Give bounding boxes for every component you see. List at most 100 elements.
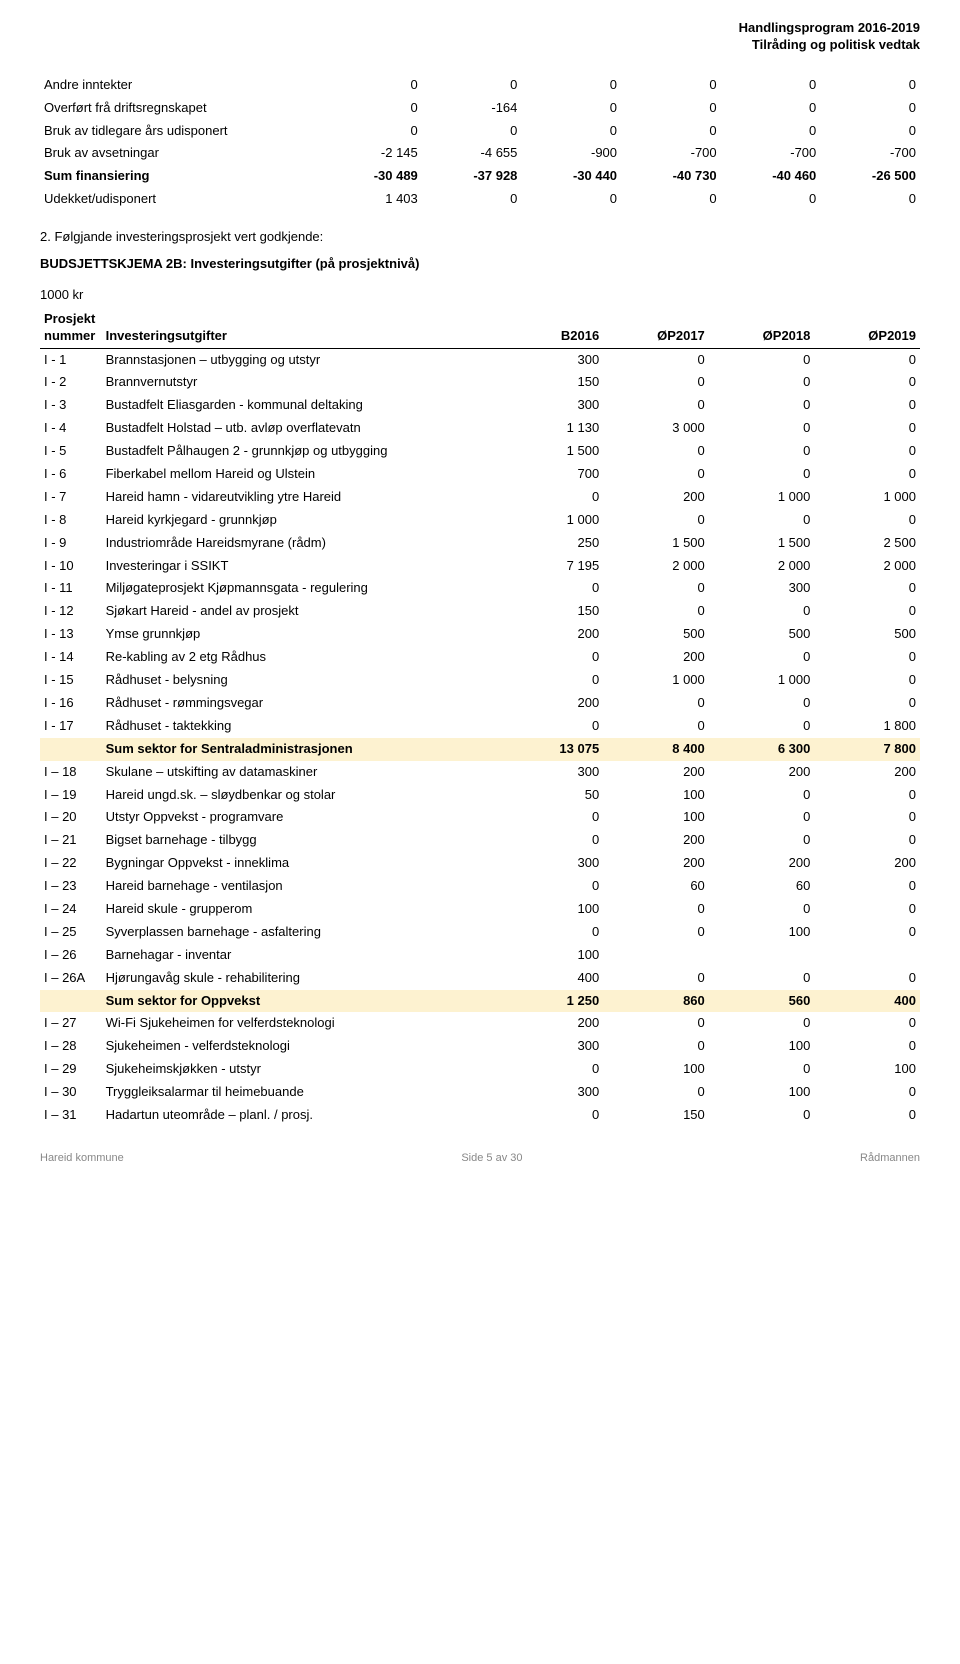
project-desc: Rådhuset - belysning <box>102 669 498 692</box>
project-value: 0 <box>709 440 815 463</box>
project-value: 0 <box>709 715 815 738</box>
project-id: I – 18 <box>40 761 102 784</box>
col-header-b2016: B2016 <box>498 308 604 348</box>
project-value: 0 <box>603 1081 709 1104</box>
project-value: 0 <box>814 371 920 394</box>
project-value: 100 <box>603 784 709 807</box>
financing-cell: 0 <box>621 188 721 211</box>
project-id: I – 23 <box>40 875 102 898</box>
project-desc: Sjukeheimen - velferdsteknologi <box>102 1035 498 1058</box>
project-id <box>40 990 102 1013</box>
project-id: I - 17 <box>40 715 102 738</box>
project-desc: Hareid hamn - vidareutvikling ytre Harei… <box>102 486 498 509</box>
project-value: 500 <box>709 623 815 646</box>
project-value: 0 <box>709 692 815 715</box>
project-id: I - 9 <box>40 532 102 555</box>
project-desc: Hareid skule - grupperom <box>102 898 498 921</box>
section-2-heading: 2. Følgjande investeringsprosjekt vert g… <box>40 229 920 246</box>
financing-row: Andre inntekter000000 <box>40 74 920 97</box>
project-desc: Sjukeheimskjøkken - utstyr <box>102 1058 498 1081</box>
table-row: I - 12Sjøkart Hareid - andel av prosjekt… <box>40 600 920 623</box>
project-desc: Bygningar Oppvekst - inneklima <box>102 852 498 875</box>
project-value: 2 000 <box>814 555 920 578</box>
financing-cell: 0 <box>820 120 920 143</box>
financing-cell: 0 <box>422 74 522 97</box>
project-value: 0 <box>603 509 709 532</box>
project-id: I - 1 <box>40 348 102 371</box>
financing-cell: -700 <box>721 142 821 165</box>
project-value: 2 000 <box>709 555 815 578</box>
project-value: 0 <box>814 806 920 829</box>
unit-label: 1000 kr <box>40 287 920 304</box>
financing-cell: 0 <box>820 97 920 120</box>
table-row: I - 10Investeringar i SSIKT7 1952 0002 0… <box>40 555 920 578</box>
project-desc: Fiberkabel mellom Hareid og Ulstein <box>102 463 498 486</box>
project-value: 0 <box>814 967 920 990</box>
project-value: 1 000 <box>814 486 920 509</box>
project-id: I – 26 <box>40 944 102 967</box>
project-value: 0 <box>603 921 709 944</box>
table-row: I - 15Rådhuset - belysning01 0001 0000 <box>40 669 920 692</box>
project-value: 0 <box>603 394 709 417</box>
financing-cell: 0 <box>322 74 422 97</box>
project-id: I - 12 <box>40 600 102 623</box>
financing-cell: -900 <box>521 142 621 165</box>
table-row: I - 4Bustadfelt Holstad – utb. avløp ove… <box>40 417 920 440</box>
project-value: 300 <box>498 852 604 875</box>
project-id: I – 22 <box>40 852 102 875</box>
table-row: I - 16Rådhuset - rømmingsvegar200000 <box>40 692 920 715</box>
project-value: 1 000 <box>709 669 815 692</box>
project-value: 500 <box>814 623 920 646</box>
financing-row-label: Overført frå driftsregnskapet <box>40 97 322 120</box>
project-id: I - 2 <box>40 371 102 394</box>
project-value: 0 <box>814 440 920 463</box>
project-value: 0 <box>603 715 709 738</box>
header-line2: Tilråding og politisk vedtak <box>40 37 920 54</box>
project-value: 1 500 <box>709 532 815 555</box>
project-value: 0 <box>709 348 815 371</box>
financing-cell: 0 <box>322 97 422 120</box>
project-value <box>603 944 709 967</box>
financing-cell: 0 <box>721 188 821 211</box>
project-value: 0 <box>709 898 815 921</box>
project-id: I - 13 <box>40 623 102 646</box>
financing-row: Bruk av tidlegare års udisponert000000 <box>40 120 920 143</box>
project-desc: Utstyr Oppvekst - programvare <box>102 806 498 829</box>
project-value: 200 <box>709 761 815 784</box>
table-row: I - 6Fiberkabel mellom Hareid og Ulstein… <box>40 463 920 486</box>
project-id: I - 10 <box>40 555 102 578</box>
table-row: I - 17Rådhuset - taktekking0001 800 <box>40 715 920 738</box>
table-row: I – 30Tryggleiksalarmar til heimebuande3… <box>40 1081 920 1104</box>
project-value: 200 <box>603 486 709 509</box>
project-id: I - 3 <box>40 394 102 417</box>
project-desc: Investeringar i SSIKT <box>102 555 498 578</box>
project-id: I – 27 <box>40 1012 102 1035</box>
project-value: 0 <box>498 875 604 898</box>
project-id: I - 16 <box>40 692 102 715</box>
financing-cell: 0 <box>322 120 422 143</box>
project-value: 7 800 <box>814 738 920 761</box>
financing-row-label: Bruk av avsetningar <box>40 142 322 165</box>
project-value: 0 <box>498 1058 604 1081</box>
project-value: 0 <box>603 577 709 600</box>
project-value: 100 <box>814 1058 920 1081</box>
table-row: I - 5Bustadfelt Pålhaugen 2 - grunnkjøp … <box>40 440 920 463</box>
schema-title: BUDSJETTSKJEMA 2B: Investeringsutgifter … <box>40 256 920 273</box>
project-value: 2 500 <box>814 532 920 555</box>
financing-row: Bruk av avsetningar-2 145-4 655-900-700-… <box>40 142 920 165</box>
project-value: 50 <box>498 784 604 807</box>
project-desc: Wi-Fi Sjukeheimen for velferdsteknologi <box>102 1012 498 1035</box>
table-row: I – 29Sjukeheimskjøkken - utstyr01000100 <box>40 1058 920 1081</box>
financing-row-label: Udekket/udisponert <box>40 188 322 211</box>
project-id: I – 31 <box>40 1104 102 1127</box>
financing-row: Udekket/udisponert1 40300000 <box>40 188 920 211</box>
project-value: 0 <box>498 646 604 669</box>
project-value: 1 500 <box>498 440 604 463</box>
project-value: 150 <box>603 1104 709 1127</box>
project-id: I - 11 <box>40 577 102 600</box>
financing-cell: 0 <box>721 120 821 143</box>
project-value: 0 <box>498 669 604 692</box>
project-desc: Bustadfelt Holstad – utb. avløp overflat… <box>102 417 498 440</box>
project-desc: Hareid ungd.sk. – sløydbenkar og stolar <box>102 784 498 807</box>
financing-cell: 0 <box>422 120 522 143</box>
